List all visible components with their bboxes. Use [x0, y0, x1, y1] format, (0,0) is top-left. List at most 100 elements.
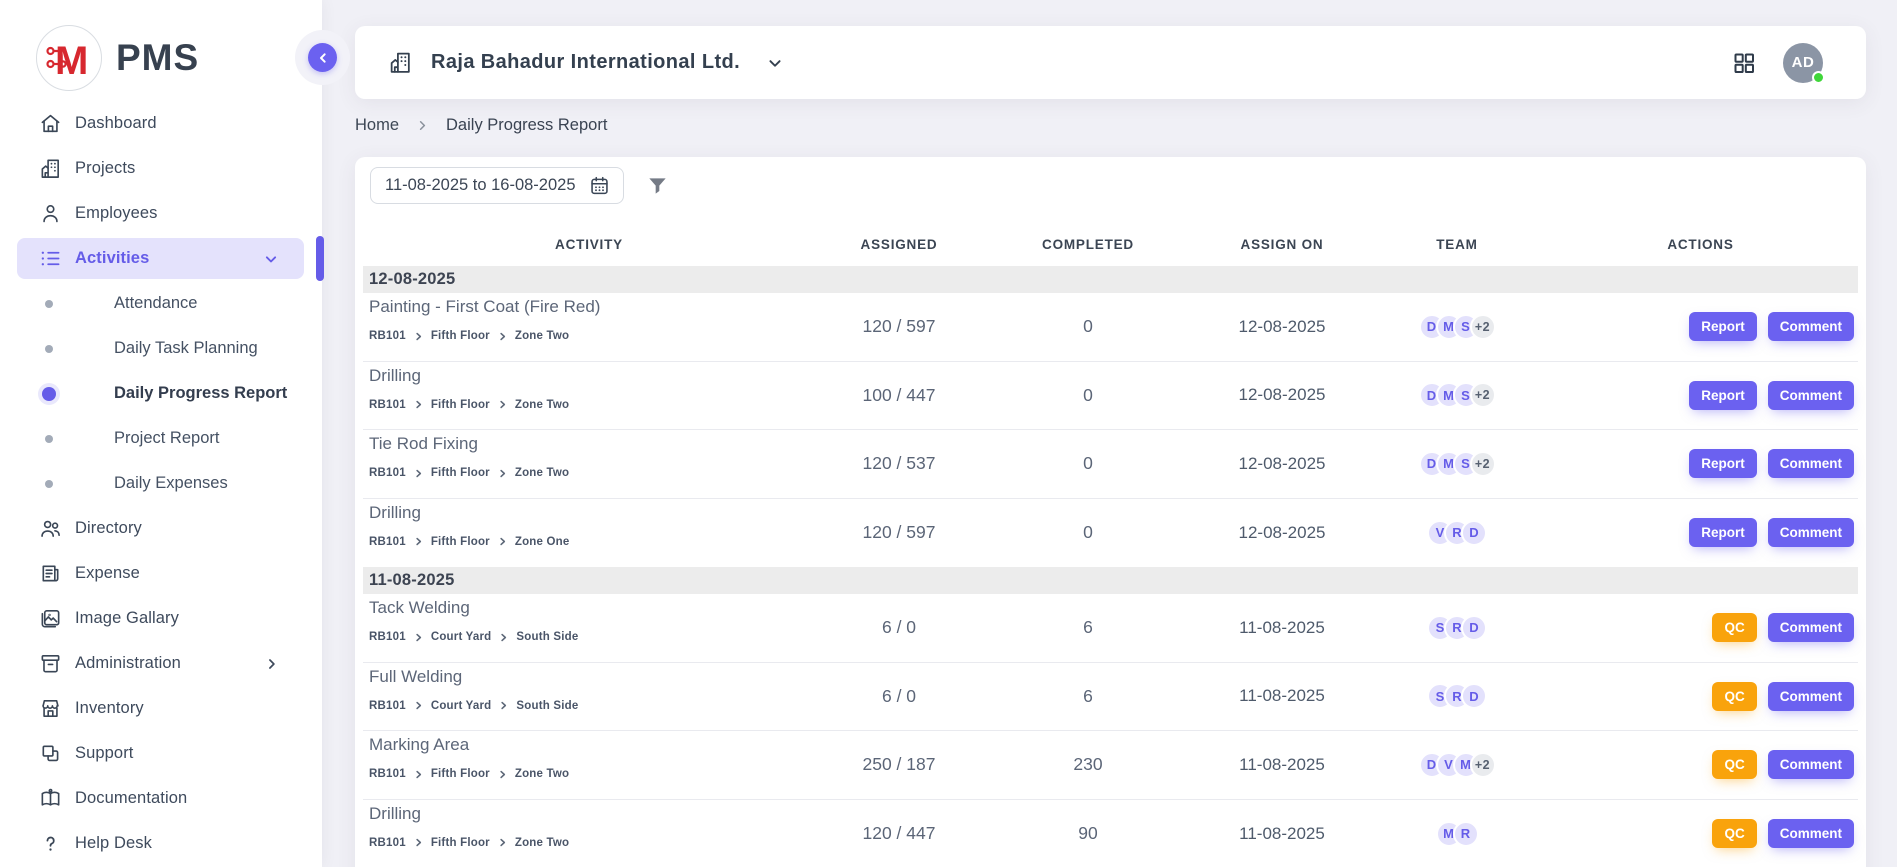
- table-row: Drilling RB101 Fifth Floor Zone Two 120 / 44…: [363, 800, 1858, 867]
- sidebar-item-expense[interactable]: Expense: [0, 551, 322, 596]
- sidebar-item-image-gallary[interactable]: Image Gallary: [0, 596, 322, 641]
- location-segment: RB101: [369, 836, 406, 849]
- location-segment: Fifth Floor: [430, 398, 490, 411]
- sidebar-item-help-desk[interactable]: Help Desk: [0, 821, 322, 866]
- assigned-cell: 120 / 447: [862, 823, 936, 844]
- group-date: 11-08-2025: [369, 571, 455, 589]
- team-more-badge[interactable]: +2: [1469, 313, 1496, 340]
- location-segment: Zone One: [514, 535, 570, 548]
- activity-location: RB101 Court Yard South Side: [369, 631, 815, 643]
- team-cell: D M S +2: [1371, 313, 1543, 340]
- comment-button[interactable]: Comment: [1767, 681, 1854, 711]
- team-cell: D V M +2: [1371, 751, 1543, 778]
- activity-cell: Tack Welding RB101 Court Yard South Side: [363, 594, 815, 662]
- comment-button[interactable]: Comment: [1767, 613, 1854, 643]
- book-icon: [39, 787, 62, 810]
- activity-location: RB101 Fifth Floor Zone Two: [369, 330, 815, 342]
- copy-icon: [39, 742, 62, 765]
- sidebar-item-inventory[interactable]: Inventory: [0, 686, 322, 731]
- date-range-value: 11-08-2025 to 16-08-2025: [385, 176, 576, 194]
- chevron-right-icon: [413, 468, 424, 479]
- sidebar: M PMS Dashboard Projects Employees Activiti…: [0, 0, 324, 867]
- report-card: 11-08-2025 to 16-08-2025 Activity Assigne…: [355, 157, 1866, 867]
- actions-cell: QC Comment: [1543, 819, 1858, 849]
- location-segment: Fifth Floor: [430, 768, 490, 781]
- qc-button[interactable]: QC: [1712, 681, 1757, 711]
- sidebar-item-directory[interactable]: Directory: [0, 506, 322, 551]
- sidebar-collapse-button[interactable]: [308, 43, 337, 72]
- qc-button[interactable]: QC: [1712, 613, 1757, 643]
- sidebar-item-dashboard[interactable]: Dashboard: [0, 101, 322, 146]
- qc-button[interactable]: QC: [1712, 750, 1757, 780]
- activity-title: Marking Area: [369, 735, 470, 754]
- location-segment: RB101: [369, 535, 406, 548]
- activity-cell: Marking Area RB101 Fifth Floor Zone Two: [363, 731, 815, 799]
- comment-button[interactable]: Comment: [1767, 380, 1854, 410]
- assign-on-cell: 11-08-2025: [1239, 823, 1325, 843]
- location-segment: RB101: [369, 330, 406, 343]
- apps-grid-button[interactable]: [1732, 51, 1756, 75]
- team-more-badge[interactable]: +2: [1469, 382, 1496, 409]
- activity-location: RB101 Fifth Floor Zone Two: [369, 467, 815, 479]
- sidebar-item-activities[interactable]: Activities: [0, 236, 324, 281]
- assign-on-cell: 12-08-2025: [1238, 453, 1326, 473]
- filter-button[interactable]: [646, 174, 669, 197]
- app-logo[interactable]: M PMS: [36, 25, 199, 91]
- sidebar-subitem-daily-expenses[interactable]: Daily Expenses: [0, 461, 322, 506]
- sidebar-subitem-daily-task-planning[interactable]: Daily Task Planning: [0, 326, 322, 371]
- team-more-badge[interactable]: +2: [1469, 450, 1496, 477]
- table-row: Drilling RB101 Fifth Floor Zone Two 100 / 44…: [363, 362, 1858, 430]
- activity-title: Drilling: [369, 803, 421, 823]
- completed-cell: 230: [1073, 754, 1103, 775]
- bullet-icon: [45, 299, 53, 308]
- team-member-avatar[interactable]: D: [1461, 614, 1487, 641]
- sidebar-item-employees[interactable]: Employees: [0, 191, 322, 236]
- chevron-right-icon: [498, 700, 509, 711]
- main-area: Raja Bahadur International Ltd. AD: [322, 0, 1897, 867]
- sidebar-item-label: Support: [75, 744, 134, 762]
- team-member-avatar[interactable]: R: [1452, 820, 1479, 847]
- location-segment: Fifth Floor: [430, 330, 490, 343]
- completed-cell: 90: [1078, 823, 1098, 844]
- company-selector[interactable]: Raja Bahadur International Ltd.: [388, 50, 786, 75]
- sidebar-item-documentation[interactable]: Documentation: [0, 776, 322, 821]
- breadcrumb-home-link[interactable]: Home: [355, 116, 400, 134]
- comment-button[interactable]: Comment: [1767, 750, 1854, 780]
- sidebar-subitem-project-report[interactable]: Project Report: [0, 416, 322, 461]
- report-button[interactable]: Report: [1689, 449, 1757, 479]
- report-button[interactable]: Report: [1689, 380, 1757, 410]
- comment-button[interactable]: Comment: [1767, 312, 1854, 342]
- assign-on-cell: 12-08-2025: [1238, 316, 1326, 336]
- sidebar-item-administration[interactable]: Administration: [0, 641, 322, 686]
- bullet-icon: [42, 386, 56, 401]
- user-menu[interactable]: AD: [1783, 42, 1825, 84]
- team-member-avatar[interactable]: D: [1461, 683, 1487, 710]
- sidebar-item-projects[interactable]: Projects: [0, 146, 322, 191]
- report-button[interactable]: Report: [1689, 518, 1757, 548]
- sidebar-subitem-attendance[interactable]: Attendance: [0, 281, 322, 326]
- activity-title: Painting - First Coat (Fire Red): [369, 297, 601, 316]
- receipt-icon: [39, 562, 62, 585]
- activity-cell: Tie Rod Fixing RB101 Fifth Floor Zone Two: [363, 430, 815, 498]
- qc-button[interactable]: QC: [1712, 819, 1757, 849]
- report-button[interactable]: Report: [1689, 312, 1757, 342]
- chevron-right-icon: [413, 769, 424, 780]
- activity-cell: Painting - First Coat (Fire Red) RB101 Fif…: [363, 293, 815, 361]
- bullet-icon: [45, 344, 53, 353]
- sidebar-item-support[interactable]: Support: [0, 731, 322, 776]
- comment-button[interactable]: Comment: [1767, 518, 1854, 548]
- activity-cell: Drilling RB101 Fifth Floor Zone One: [363, 499, 815, 568]
- sidebar-subitem-daily-progress-report[interactable]: Daily Progress Report: [0, 371, 322, 416]
- actions-cell: Report Comment: [1543, 380, 1858, 410]
- chevron-right-icon: [497, 468, 508, 479]
- team-member-avatar[interactable]: D: [1461, 519, 1487, 546]
- comment-button[interactable]: Comment: [1767, 819, 1854, 849]
- comment-button[interactable]: Comment: [1767, 449, 1854, 479]
- date-range-input[interactable]: 11-08-2025 to 16-08-2025: [370, 167, 624, 204]
- team-more-badge[interactable]: +2: [1469, 751, 1496, 778]
- activity-cell: Drilling RB101 Fifth Floor Zone Two: [363, 800, 815, 867]
- assign-on-cell: 11-08-2025: [1239, 686, 1325, 706]
- location-segment: Court Yard: [430, 631, 492, 644]
- location-segment: Zone Two: [514, 398, 570, 411]
